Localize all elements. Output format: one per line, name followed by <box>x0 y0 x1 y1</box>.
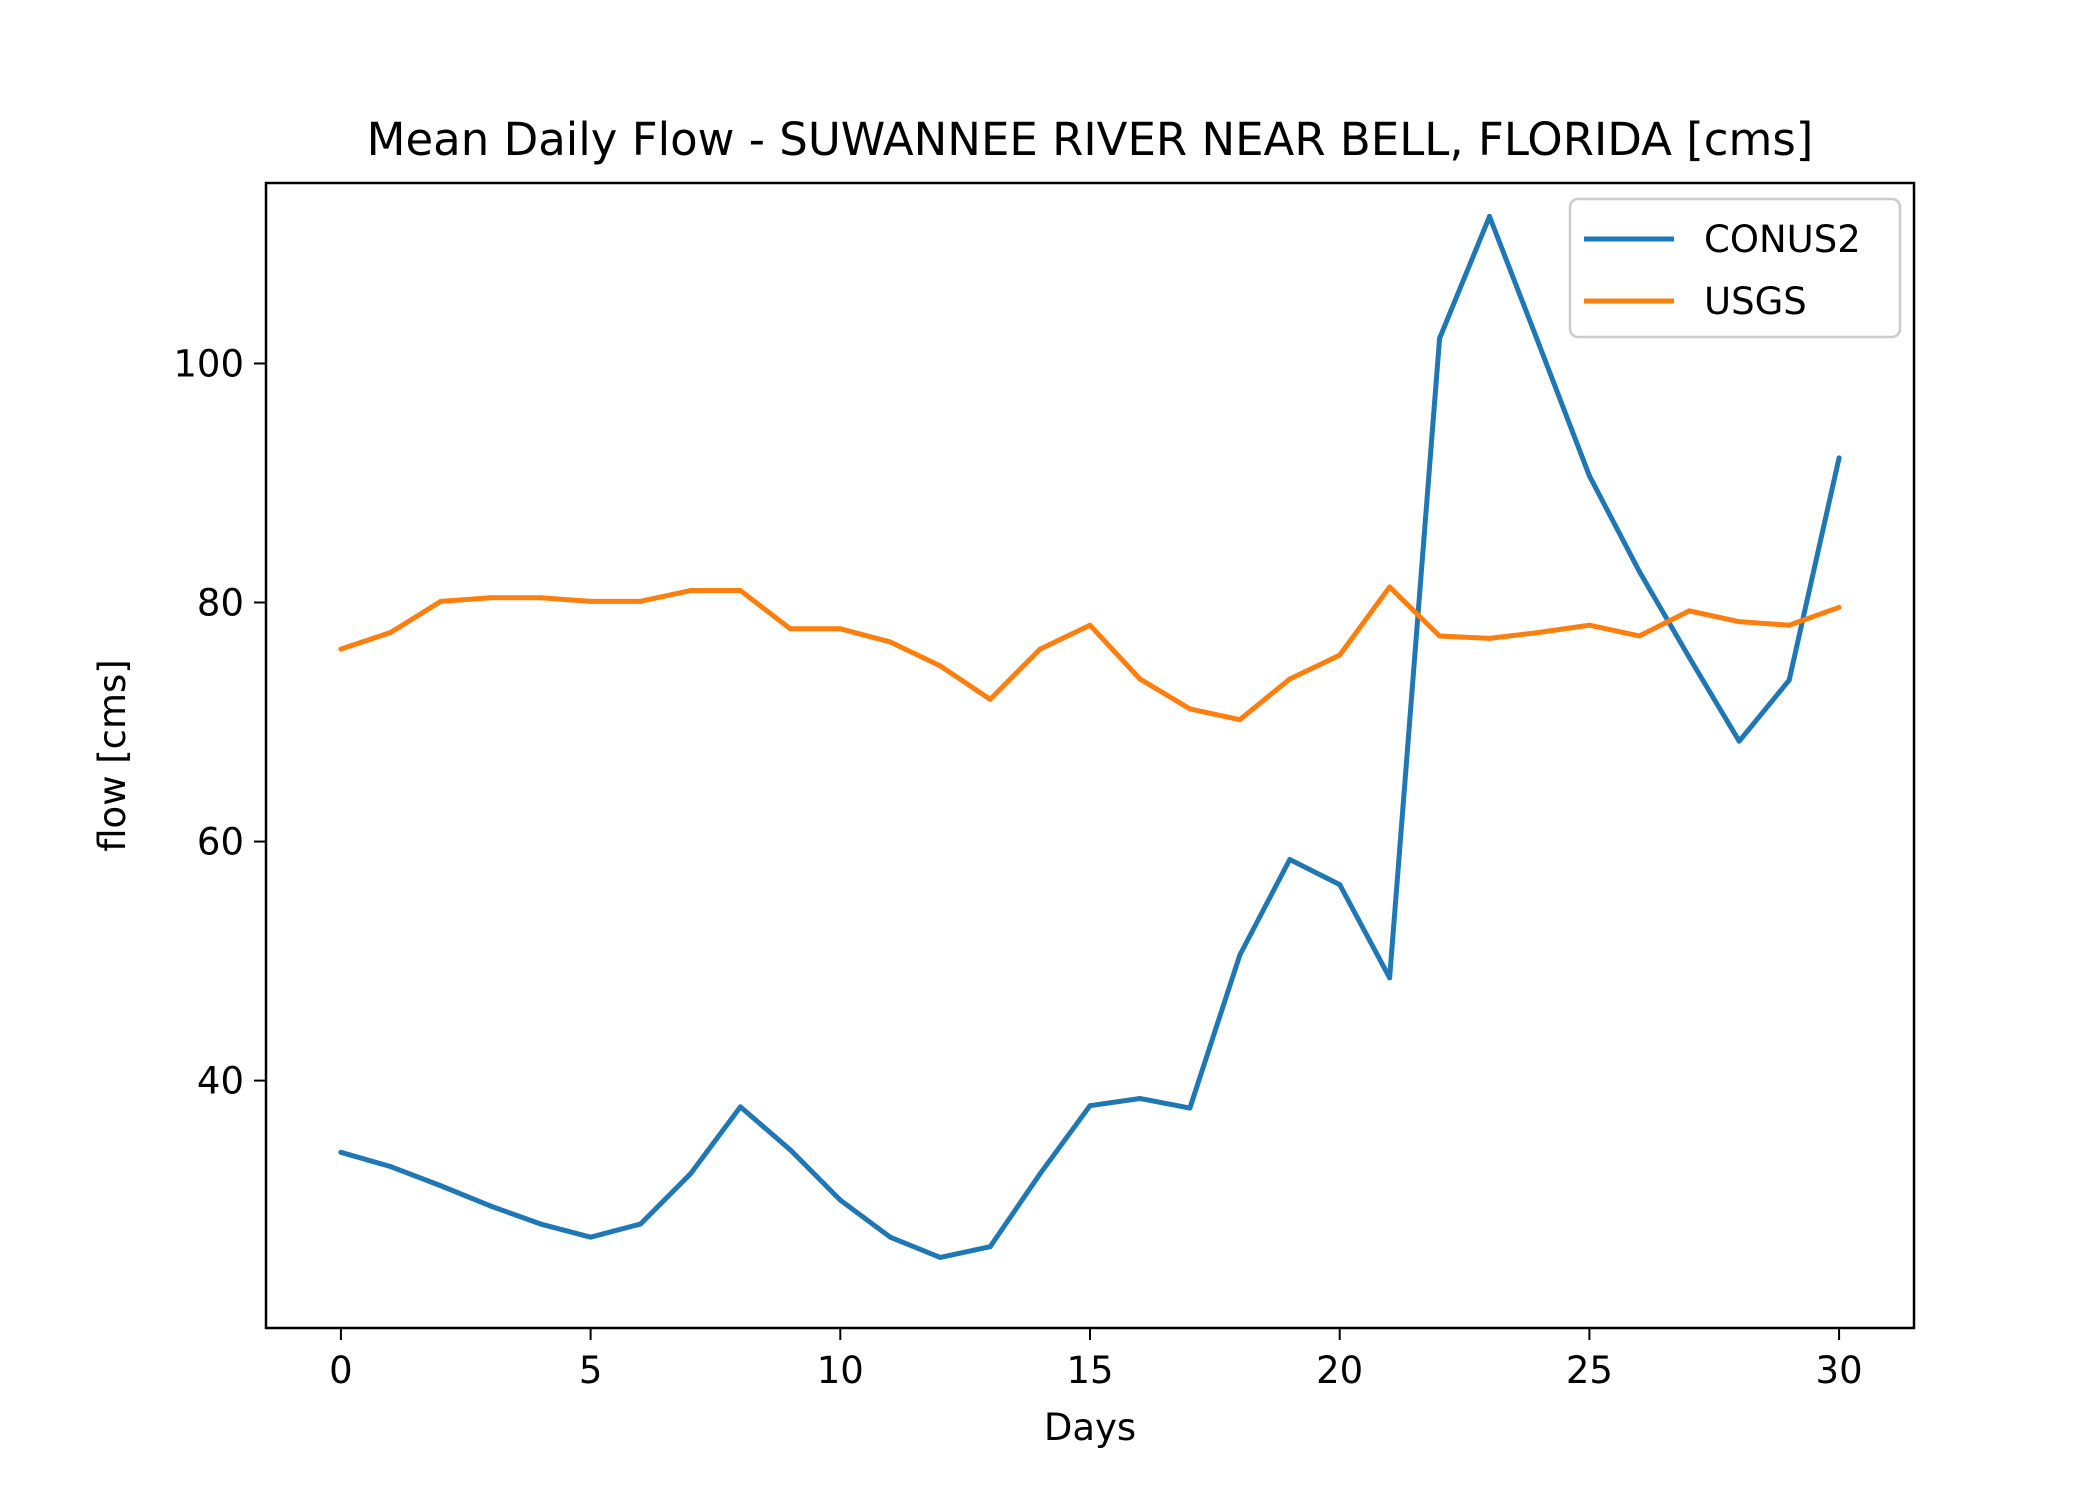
data-point-conus2 <box>1037 1171 1043 1177</box>
x-tick-label: 10 <box>817 1349 864 1392</box>
data-point-conus2 <box>937 1254 943 1260</box>
x-tick-label: 30 <box>1816 1349 1863 1392</box>
x-tick-label: 5 <box>579 1349 603 1392</box>
data-point-usgs <box>588 598 594 604</box>
x-tick-label: 15 <box>1066 1349 1113 1392</box>
data-point-conus2 <box>388 1164 394 1170</box>
data-point-conus2 <box>737 1104 743 1110</box>
data-point-conus2 <box>987 1244 993 1250</box>
data-point-usgs <box>1686 608 1692 614</box>
data-point-conus2 <box>687 1171 693 1177</box>
data-point-usgs <box>787 626 793 632</box>
data-point-usgs <box>1237 717 1243 723</box>
data-point-usgs <box>438 598 444 604</box>
data-point-usgs <box>987 696 993 702</box>
x-tick-label: 20 <box>1316 1349 1363 1392</box>
data-point-usgs <box>1387 584 1393 590</box>
y-tick-label: 100 <box>173 342 244 385</box>
data-point-conus2 <box>1237 952 1243 958</box>
data-point-usgs <box>887 639 893 645</box>
data-point-usgs <box>338 646 344 652</box>
data-point-usgs <box>937 663 943 669</box>
data-point-usgs <box>1087 622 1093 628</box>
data-point-usgs <box>1437 633 1443 639</box>
data-point-usgs <box>1536 629 1542 635</box>
data-point-usgs <box>1736 619 1742 625</box>
data-point-conus2 <box>1536 343 1542 349</box>
data-point-usgs <box>1287 676 1293 682</box>
axis-ticks: 0 5 10 15 20 25 30 40 60 80 100 <box>173 342 1862 1392</box>
x-tick-label: 0 <box>329 1349 353 1392</box>
data-point-conus2 <box>1137 1096 1143 1102</box>
y-tick-label: 60 <box>197 821 244 864</box>
data-point-conus2 <box>1736 738 1742 744</box>
data-point-usgs <box>1636 633 1642 639</box>
y-tick-label: 40 <box>197 1060 244 1103</box>
data-point-conus2 <box>1187 1105 1193 1111</box>
data-point-conus2 <box>488 1203 494 1209</box>
data-point-usgs <box>538 595 544 601</box>
data-point-conus2 <box>438 1183 444 1189</box>
legend-label-conus2: CONUS2 <box>1704 218 1861 261</box>
data-point-conus2 <box>1786 677 1792 683</box>
x-axis-title: Days <box>1044 1406 1136 1449</box>
data-point-conus2 <box>787 1147 793 1153</box>
plot-area <box>338 213 1842 1260</box>
data-point-conus2 <box>1686 654 1692 660</box>
data-point-usgs <box>1586 622 1592 628</box>
data-point-usgs <box>1337 652 1343 658</box>
y-tick-label: 80 <box>197 582 244 625</box>
data-point-conus2 <box>1836 455 1842 461</box>
data-point-conus2 <box>1287 856 1293 862</box>
data-point-usgs <box>1137 676 1143 682</box>
data-point-conus2 <box>1387 975 1393 981</box>
chart-title: Mean Daily Flow - SUWANNEE RIVER NEAR BE… <box>367 113 1814 166</box>
data-point-usgs <box>687 588 693 594</box>
legend: CONUS2 USGS <box>1568 197 1902 339</box>
data-point-usgs <box>1836 604 1842 610</box>
data-point-conus2 <box>1487 213 1493 219</box>
data-point-usgs <box>488 595 494 601</box>
data-point-usgs <box>638 598 644 604</box>
legend-label-usgs: USGS <box>1704 280 1807 323</box>
data-point-conus2 <box>1586 473 1592 479</box>
data-point-conus2 <box>638 1221 644 1227</box>
data-point-conus2 <box>1636 568 1642 574</box>
data-point-usgs <box>837 626 843 632</box>
data-point-usgs <box>1037 646 1043 652</box>
data-point-conus2 <box>538 1221 544 1227</box>
data-point-conus2 <box>887 1234 893 1240</box>
y-axis-title: flow [cms] <box>91 659 134 852</box>
data-point-usgs <box>1487 635 1493 641</box>
x-tick-label: 25 <box>1566 1349 1613 1392</box>
data-point-conus2 <box>338 1149 344 1155</box>
data-point-usgs <box>737 588 743 594</box>
data-point-conus2 <box>588 1234 594 1240</box>
data-point-usgs <box>1786 622 1792 628</box>
data-point-usgs <box>1187 706 1193 712</box>
data-point-conus2 <box>837 1197 843 1203</box>
data-point-conus2 <box>1437 335 1443 341</box>
data-point-conus2 <box>1087 1103 1093 1109</box>
data-point-conus2 <box>1337 882 1343 888</box>
data-point-usgs <box>388 629 394 635</box>
